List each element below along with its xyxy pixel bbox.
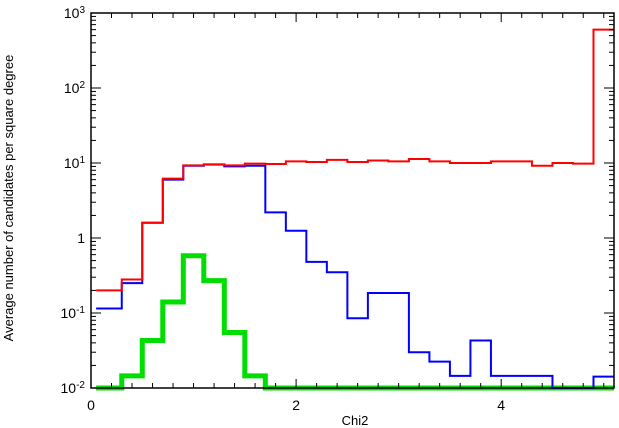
y-tick-label-5: 103 xyxy=(64,5,86,22)
y-tick-label-2: 1 xyxy=(77,230,85,246)
x-tick-label-1: 2 xyxy=(292,397,300,413)
x-tick-label-2: 4 xyxy=(497,397,505,413)
series-layer xyxy=(96,28,614,391)
y-axis-title: Average number of candidates per square … xyxy=(1,55,16,342)
y-tick-exponent: -2 xyxy=(76,380,85,391)
y-tick-exponent: 1 xyxy=(79,155,85,166)
y-tick-label-4: 102 xyxy=(64,80,86,97)
series-line-2 xyxy=(96,253,614,391)
plot-frame xyxy=(90,12,615,389)
y-tick-exponent: 2 xyxy=(79,80,85,91)
y-tick-label-3: 101 xyxy=(64,155,86,172)
y-tick-label-0: 10-2 xyxy=(61,380,86,397)
y-tick-exponent: 3 xyxy=(79,5,85,16)
x-tick-label-0: 0 xyxy=(87,397,95,413)
x-axis-title: Chi2 xyxy=(342,413,369,428)
y-tick-exponent: -1 xyxy=(76,305,85,316)
series-line-1 xyxy=(96,163,614,389)
series-line-0 xyxy=(96,28,614,292)
y-tick-label-1: 10-1 xyxy=(61,305,86,322)
